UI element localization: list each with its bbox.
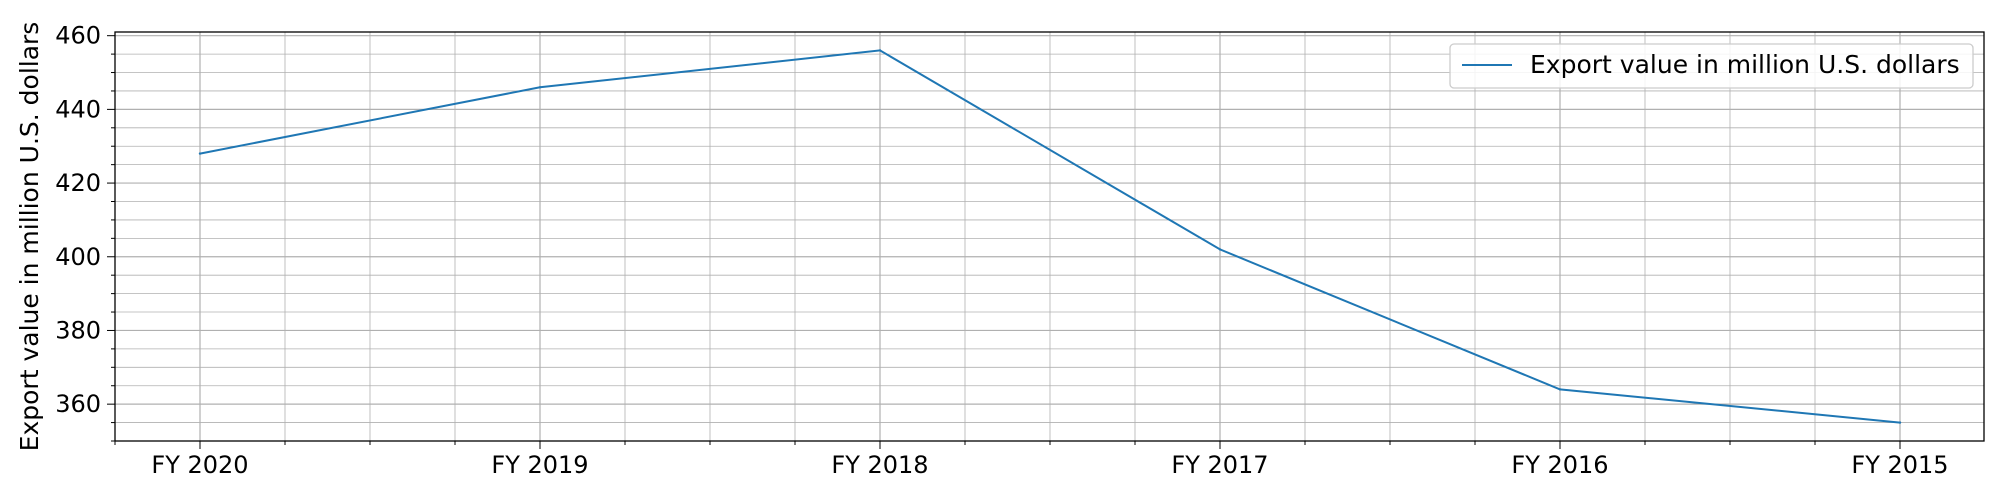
data-point [1898, 421, 1902, 424]
data-point [198, 152, 202, 155]
plot-area-frame [114, 31, 1985, 442]
series-line [199, 49, 1901, 424]
y-tick-label: 440 [55, 95, 101, 123]
data-point [538, 86, 542, 89]
x-tick-label: FY 2019 [491, 451, 588, 479]
grid-lines [114, 32, 1984, 442]
y-tick-label: 400 [55, 243, 101, 271]
x-tick-label: FY 2018 [831, 451, 928, 479]
legend-box [1449, 43, 1974, 89]
x-axis: FY 2020 FY 2019 FY 2018 FY 2017 FY 2016 FY 20… [114, 441, 1949, 479]
legend: Export value in million U.S. dollars [1449, 43, 1974, 89]
y-axis-label: Export value in million U.S. dollars [15, 22, 44, 452]
x-tick-label: FY 2015 [1851, 451, 1948, 479]
data-point [878, 49, 882, 52]
data-point [1218, 248, 1222, 251]
y-tick-label: 380 [55, 316, 101, 344]
y-tick-label: 460 [55, 22, 101, 50]
y-tick-label: 420 [55, 169, 101, 197]
x-tick-label: FY 2017 [1171, 451, 1268, 479]
x-tick-label: FY 2020 [151, 451, 248, 479]
data-point [1558, 388, 1562, 391]
y-axis: 360 380 400 420 440 460 [55, 22, 115, 442]
y-tick-label: 360 [55, 390, 101, 418]
legend-entry-label: Export value in million U.S. dollars [1530, 50, 1960, 79]
series-layer [198, 49, 1902, 424]
x-tick-label: FY 2016 [1511, 451, 1608, 479]
